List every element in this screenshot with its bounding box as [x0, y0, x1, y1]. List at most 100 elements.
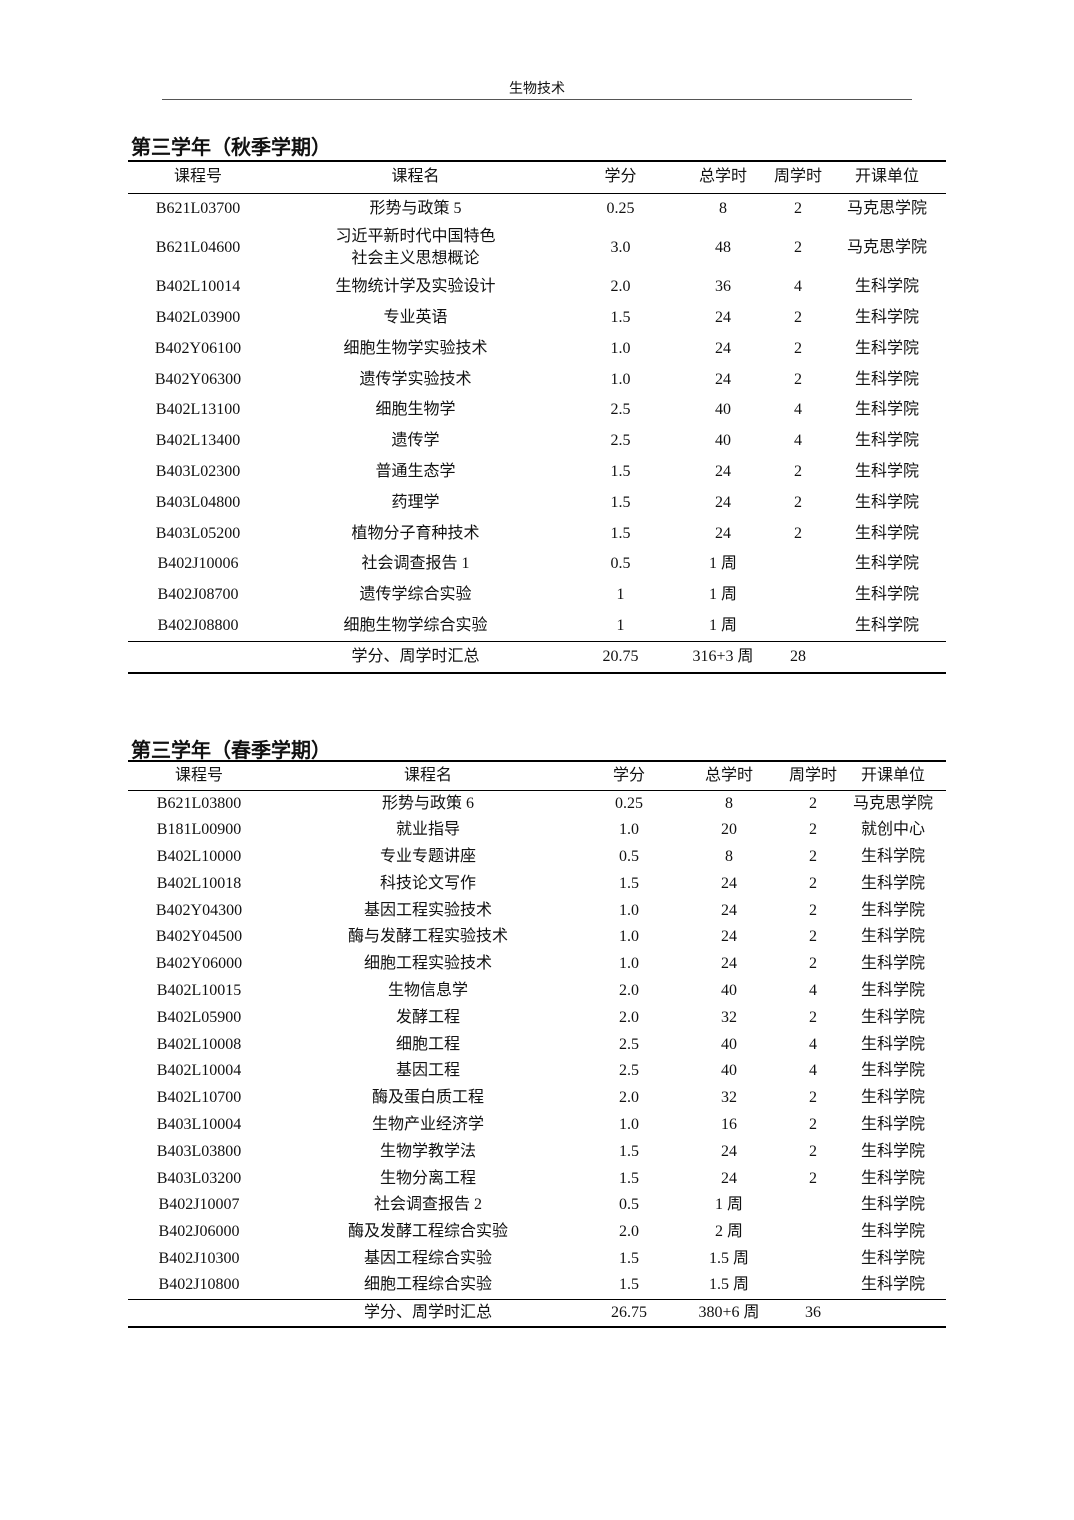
cell-department: 马克思学院: [846, 238, 927, 256]
cell-total-hours: 24: [715, 339, 731, 357]
cell-total-hours: 24: [721, 874, 737, 892]
cell-total-hours: 40: [721, 1035, 737, 1053]
cell-course-code: B402L13400: [155, 432, 241, 450]
cell-weekly-hours: 2: [809, 901, 817, 919]
cell-total-hours: 24: [721, 955, 737, 973]
cell-total-hours: 24: [715, 493, 731, 511]
cell-course-name: 生物分离工程: [379, 1169, 476, 1187]
cell-course-code: B402J10006: [157, 555, 239, 573]
cell-department: 生科学院: [860, 1115, 925, 1133]
cell-course-name: 药理学: [391, 493, 440, 511]
cell-course-name: 生物学教学法: [379, 1142, 476, 1160]
cell-department: 生科学院: [860, 928, 925, 946]
cell-credits: 1.5: [619, 1249, 639, 1267]
cell-weekly-hours: 2: [794, 524, 802, 542]
cell-weekly-hours: [786, 1192, 840, 1219]
spring-course-table: 课程号 课程名 学分 总学时 周学时 开课单位 B621L03800 形势与政策 6 0.25…: [128, 760, 946, 1328]
cell-credits: 2.5: [610, 432, 631, 450]
cell-course-name: 细胞工程综合实验: [363, 1276, 492, 1294]
total-total-hours: 316+3 周: [692, 648, 754, 666]
cell-course-name: 细胞工程: [395, 1035, 460, 1053]
table-row: B402J10800 细胞工程综合实验 1.5 1.5 周 生科学院: [128, 1272, 946, 1299]
column-header-total-hours: 总学时: [698, 168, 747, 186]
cell-course-code: B402Y04500: [155, 928, 243, 946]
cell-department: 生科学院: [854, 555, 919, 573]
cell-course-code: B402J06000: [158, 1223, 240, 1241]
table-row: B403L03200 生物分离工程 1.5 24 2 生科学院: [128, 1165, 946, 1192]
cell-course-name: 专业英语: [383, 308, 448, 326]
cell-credits: 1.5: [610, 524, 631, 542]
cell-weekly-hours: 4: [809, 1062, 817, 1080]
cell-weekly-hours: 2: [809, 955, 817, 973]
cell-total-hours: 8: [725, 794, 733, 812]
cell-credits: 1.0: [619, 821, 639, 839]
cell-course-code: B402L10000: [156, 847, 242, 865]
cell-weekly-hours: [768, 611, 828, 642]
cell-department: 生科学院: [860, 1089, 925, 1107]
cell-weekly-hours: 2: [794, 199, 802, 217]
table-row: B402Y06100 细胞生物学实验技术 1.0 24 2 生科学院: [128, 333, 946, 364]
total-course-name: 学分、周学时汇总: [351, 648, 480, 666]
total-credits: 20.75: [602, 648, 639, 666]
cell-credits: 2.5: [619, 1062, 639, 1080]
cell-department: 生科学院: [854, 432, 919, 450]
cell-department: 马克思学院: [846, 199, 927, 217]
cell-course-code: B402J08700: [157, 586, 239, 604]
cell-course-name: 基因工程综合实验: [363, 1249, 492, 1267]
total-weekly-hours: 28: [790, 648, 806, 666]
cell-department: 生科学院: [860, 847, 925, 865]
cell-total-hours: 1 周: [708, 616, 737, 634]
cell-weekly-hours: 2: [809, 1008, 817, 1026]
cell-course-code: B181L00900: [156, 821, 242, 839]
table-row: B402Y06300 遗传学实验技术 1.0 24 2 生科学院: [128, 364, 946, 395]
cell-course-name: 社会调查报告 1: [361, 555, 470, 573]
cell-weekly-hours: 2: [794, 308, 802, 326]
cell-department: 就创中心: [860, 821, 925, 839]
table-header-row: 课程号 课程名 学分 总学时 周学时 开课单位: [128, 161, 946, 193]
cell-course-name: 就业指导: [395, 821, 460, 839]
cell-course-name: 细胞工程实验技术: [363, 955, 492, 973]
cell-course-name: 普通生态学: [375, 462, 456, 480]
cell-weekly-hours: 2: [794, 238, 802, 256]
cell-total-hours: 2 周: [714, 1223, 743, 1241]
cell-weekly-hours: 2: [794, 339, 802, 357]
cell-total-hours: 36: [715, 278, 731, 296]
cell-credits: 3.0: [610, 238, 631, 256]
cell-department: 生科学院: [860, 955, 925, 973]
cell-credits: 1.0: [610, 339, 631, 357]
cell-credits: 1.5: [619, 874, 639, 892]
column-header-weekly-hours: 周学时: [788, 766, 837, 784]
cell-course-code: B402J10007: [158, 1196, 240, 1214]
cell-department: 生科学院: [860, 1169, 925, 1187]
cell-course-code: B403L03800: [156, 1142, 242, 1160]
cell-course-code: B402L10700: [156, 1089, 242, 1107]
cell-course-code: B402J10800: [158, 1276, 240, 1294]
table-row: B402L10018 科技论文写作 1.5 24 2 生科学院: [128, 870, 946, 897]
total-course-code: [128, 641, 268, 673]
cell-course-code: B403L05200: [155, 524, 241, 542]
table-row: B402L13400 遗传学 2.5 40 4 生科学院: [128, 426, 946, 457]
cell-course-name: 细胞生物学综合实验: [343, 616, 488, 634]
cell-course-name: 酶及发酵工程综合实验: [347, 1223, 508, 1241]
table-row: B402L10700 酶及蛋白质工程 2.0 32 2 生科学院: [128, 1085, 946, 1112]
totals-row: 学分、周学时汇总 26.75 380+6 周 36: [128, 1299, 946, 1328]
cell-course-name: 发酵工程: [395, 1008, 460, 1026]
cell-weekly-hours: 2: [809, 928, 817, 946]
cell-course-code: B621L03800: [156, 794, 242, 812]
cell-credits: 2.0: [619, 1223, 639, 1241]
cell-credits: 2.5: [610, 401, 631, 419]
cell-total-hours: 40: [721, 1062, 737, 1080]
total-course-code: [128, 1299, 270, 1327]
column-header-department: 开课单位: [854, 168, 919, 186]
cell-course-name: 细胞生物学: [375, 401, 456, 419]
cell-total-hours: 24: [721, 1169, 737, 1187]
cell-department: 生科学院: [854, 339, 919, 357]
cell-course-name: 基因工程实验技术: [363, 901, 492, 919]
table-row: B402L10008 细胞工程 2.5 40 4 生科学院: [128, 1031, 946, 1058]
cell-course-name: 酶及蛋白质工程: [371, 1089, 484, 1107]
cell-total-hours: 24: [721, 901, 737, 919]
total-course-name: 学分、周学时汇总: [363, 1303, 492, 1321]
cell-credits: 1.5: [610, 308, 631, 326]
totals-row: 学分、周学时汇总 20.75 316+3 周 28: [128, 641, 946, 674]
cell-course-code: B402L05900: [156, 1008, 242, 1026]
